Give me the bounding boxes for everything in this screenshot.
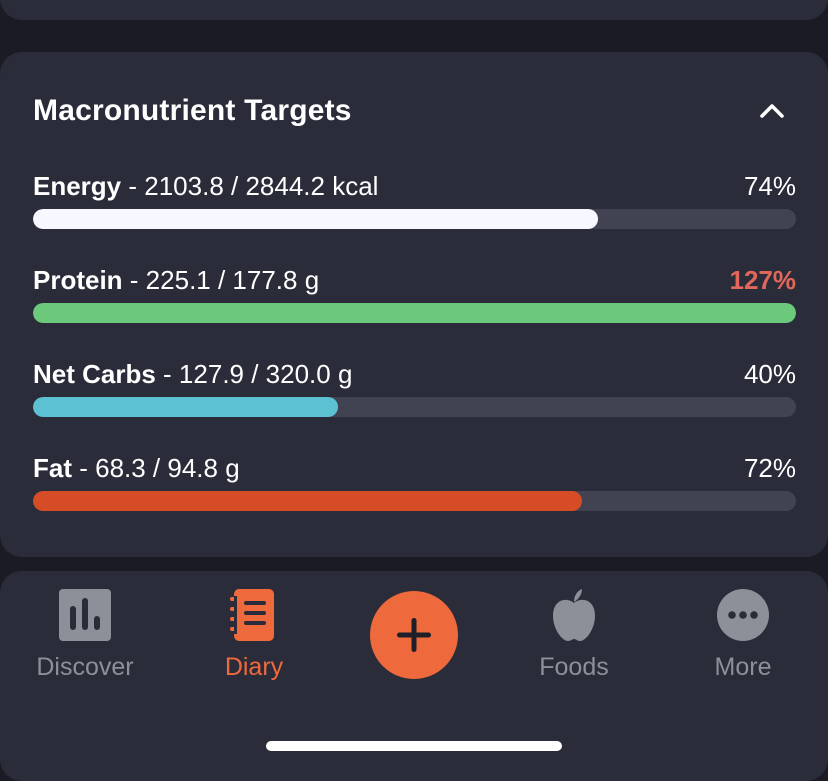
card-title: Macronutrient Targets — [33, 94, 352, 127]
more-dots-icon — [717, 589, 769, 641]
macro-name: Net Carbs — [33, 359, 156, 389]
macro-detail: - 127.9 / 320.0 g — [155, 359, 353, 389]
nav-item-diary[interactable]: Diary — [184, 588, 324, 682]
macro-row-fat: Fat - 68.3 / 94.8 g 72% — [33, 451, 796, 515]
nav-label: More — [714, 653, 772, 681]
nav-label: Discover — [36, 653, 134, 681]
macro-name: Energy — [33, 171, 122, 201]
progress-track — [33, 397, 796, 417]
progress-track — [33, 303, 796, 323]
nav-item-discover[interactable]: Discover — [15, 588, 155, 682]
macro-percent: 72% — [743, 453, 796, 483]
macro-row-energy: Energy - 2103.8 / 2844.2 kcal 74% — [33, 169, 796, 233]
chevron-up-icon — [760, 104, 784, 118]
macro-percent: 40% — [743, 359, 796, 389]
progress-track — [33, 491, 796, 511]
macro-detail: - 68.3 / 94.8 g — [72, 453, 240, 483]
previous-card — [0, 0, 828, 20]
macro-row-protein: Protein - 225.1 / 177.8 g 127% — [33, 263, 796, 327]
home-indicator[interactable] — [266, 741, 562, 751]
plus-icon — [397, 618, 431, 652]
progress-track — [33, 209, 796, 229]
nav-item-more[interactable]: More — [673, 588, 813, 682]
collapse-button[interactable] — [752, 92, 792, 128]
macro-row-net-carbs: Net Carbs - 127.9 / 320.0 g 40% — [33, 357, 796, 421]
macro-name: Fat — [33, 453, 72, 483]
progress-fill — [33, 491, 583, 511]
macro-detail: - 225.1 / 177.8 g — [122, 265, 320, 295]
macro-percent: 74% — [743, 171, 796, 201]
progress-fill — [33, 303, 796, 323]
apple-icon — [553, 589, 595, 641]
add-entry-button[interactable] — [370, 591, 458, 679]
bar-chart-icon — [59, 589, 111, 641]
macro-percent: 127% — [729, 265, 797, 295]
progress-fill — [33, 397, 339, 417]
notebook-icon — [230, 589, 274, 641]
macro-detail: - 2103.8 / 2844.2 kcal — [121, 171, 379, 201]
progress-fill — [33, 209, 598, 229]
macro-name: Protein — [33, 265, 123, 295]
nav-label: Foods — [539, 653, 609, 681]
nav-item-foods[interactable]: Foods — [504, 588, 644, 682]
nav-label: Diary — [224, 653, 284, 681]
